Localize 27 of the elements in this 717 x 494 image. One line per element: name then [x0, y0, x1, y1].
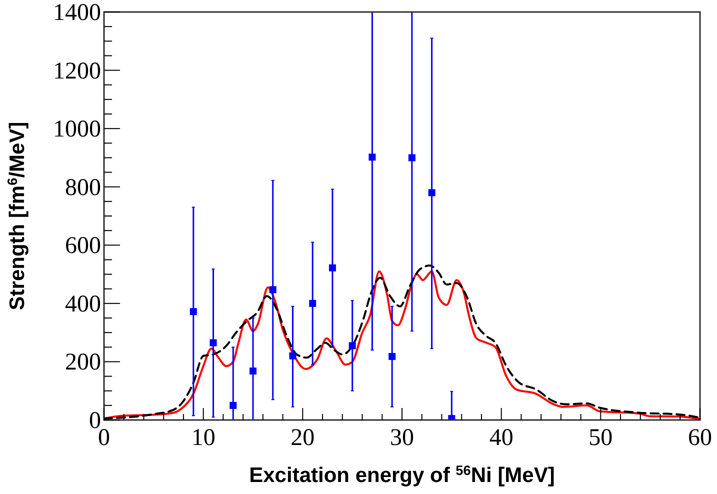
x-tick-label: 60	[688, 425, 712, 451]
point	[408, 154, 416, 162]
y-tick-label: 200	[65, 350, 101, 376]
x-axis-title: Excitation energy of $^{56}$Ni [MeV]	[249, 462, 555, 487]
point	[428, 189, 436, 196]
y-tick-label: 800	[65, 174, 101, 201]
y-tick-label: 1200	[53, 58, 101, 84]
point	[328, 264, 336, 272]
point	[210, 339, 217, 346]
point	[368, 154, 376, 161]
x-tick-label: 40	[489, 425, 514, 451]
y-tick-label: 1000	[53, 116, 101, 143]
point	[230, 402, 237, 409]
x-tick-label: 50	[588, 425, 613, 451]
x-tick-label: 20	[290, 425, 315, 451]
x-tick-label: 10	[191, 425, 216, 451]
point	[190, 308, 197, 316]
point	[309, 300, 316, 307]
point	[250, 368, 256, 375]
y-tick-label: 600	[65, 233, 101, 260]
x-tick-label: 30	[390, 425, 414, 451]
point	[388, 352, 396, 360]
point	[289, 352, 296, 360]
y-tick-label: 400	[65, 291, 101, 318]
point	[269, 286, 276, 294]
point	[348, 342, 356, 350]
y-tick-label: 1400	[53, 0, 101, 26]
